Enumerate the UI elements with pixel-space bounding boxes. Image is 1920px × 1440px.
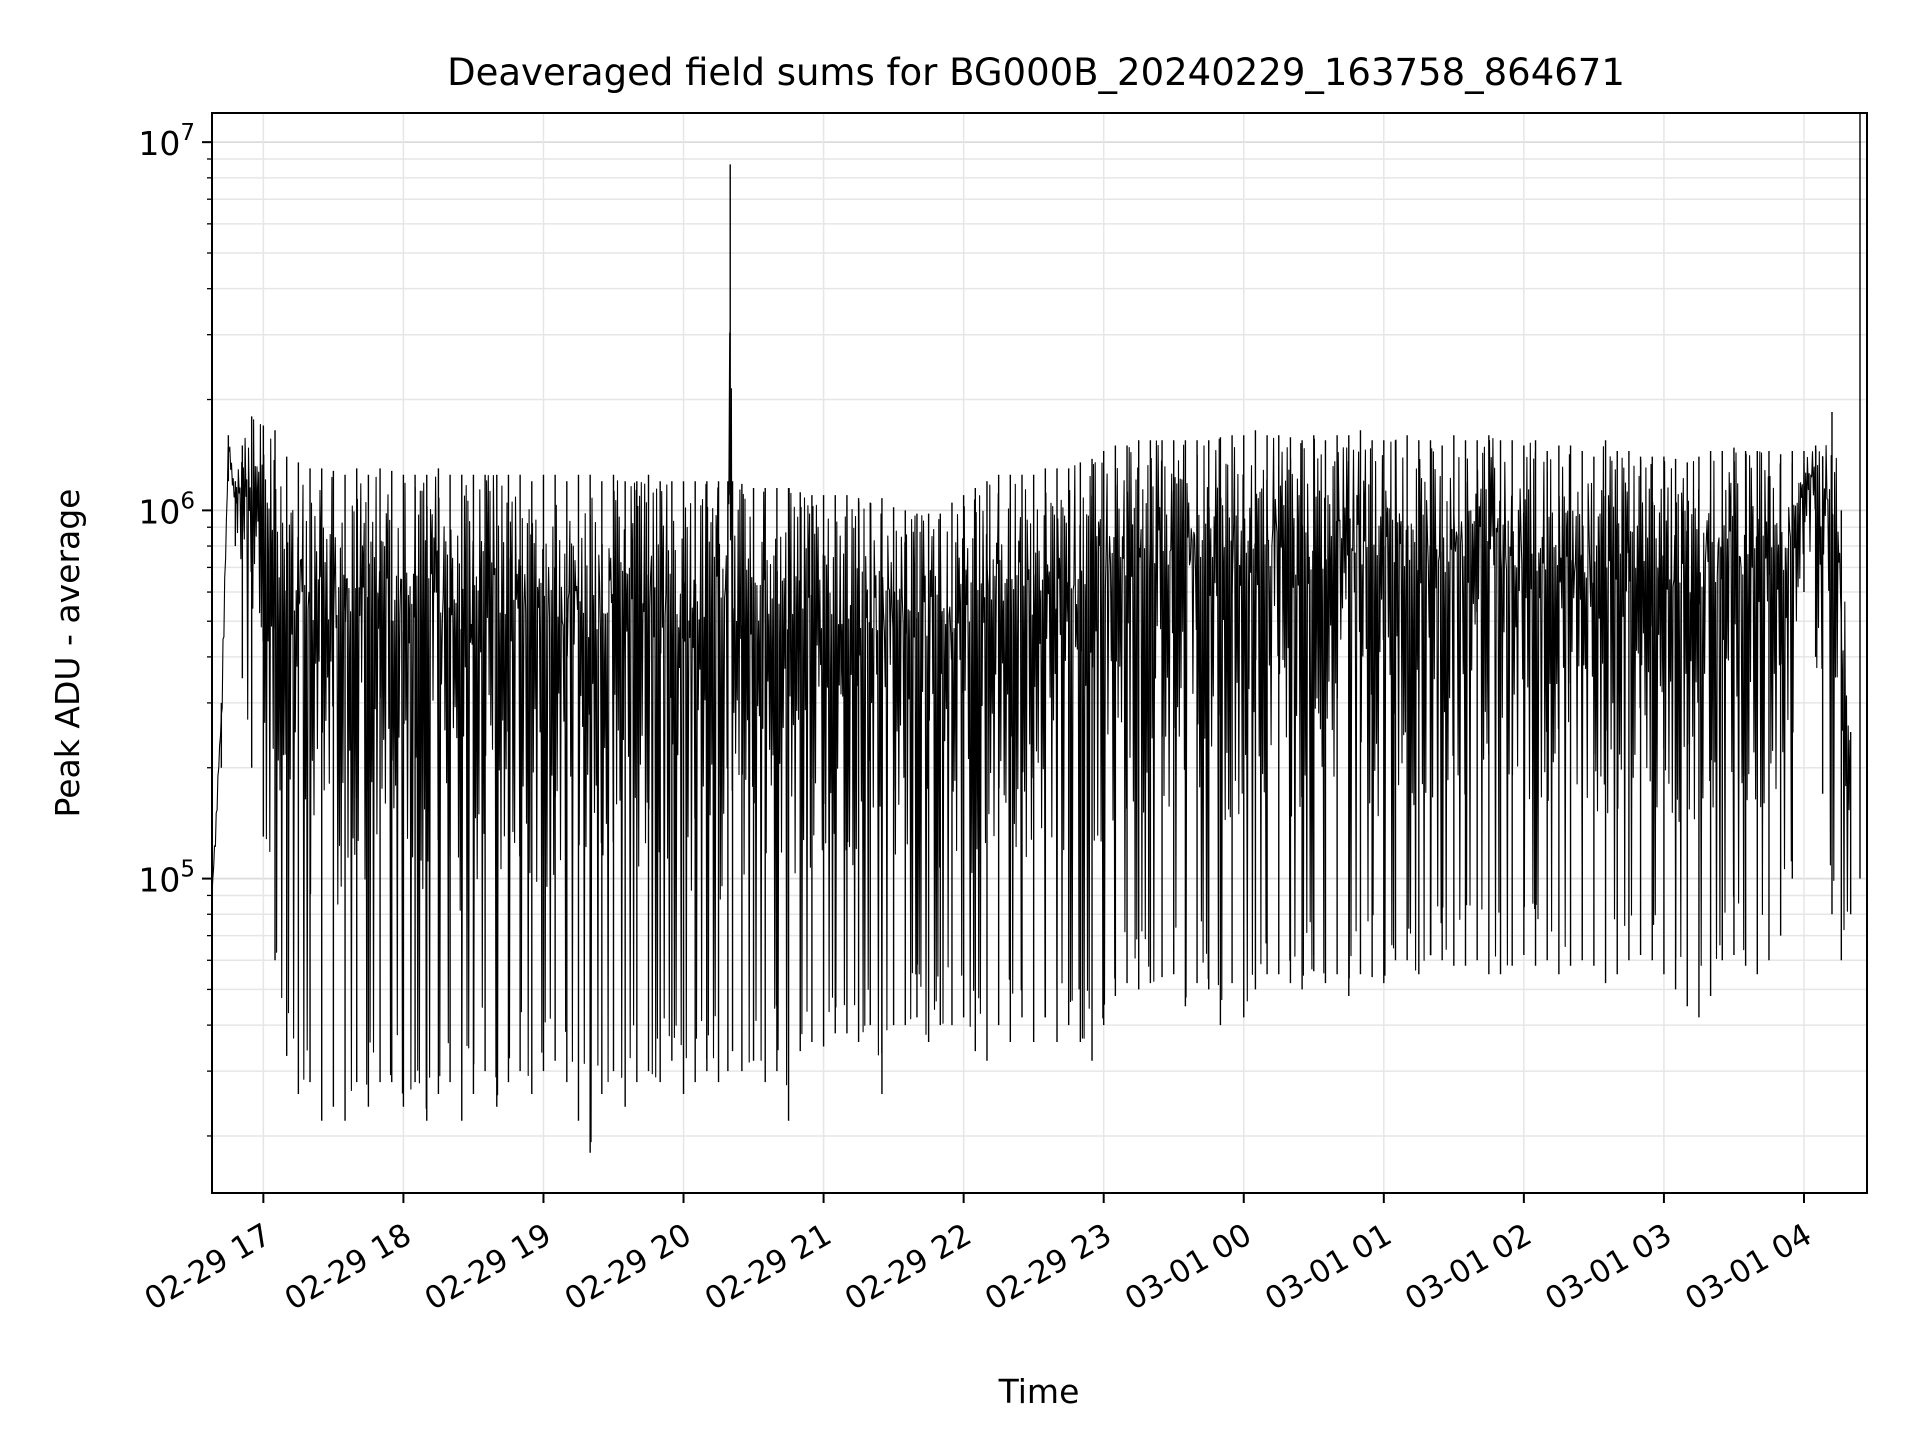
y-tick-label: 107 (138, 120, 195, 163)
y-axis-label: Peak ADU - average (48, 489, 87, 818)
data-layer (212, 113, 1867, 1153)
plot-frame (211, 112, 1868, 1194)
x-axis-label: Time (998, 1372, 1080, 1411)
chart-title: Deaveraged field sums for BG000B_2024022… (447, 51, 1625, 94)
y-tick-label: 105 (138, 857, 195, 900)
y-axis: 105 106 107 (138, 120, 212, 1137)
y-tick-label: 106 (138, 488, 195, 531)
